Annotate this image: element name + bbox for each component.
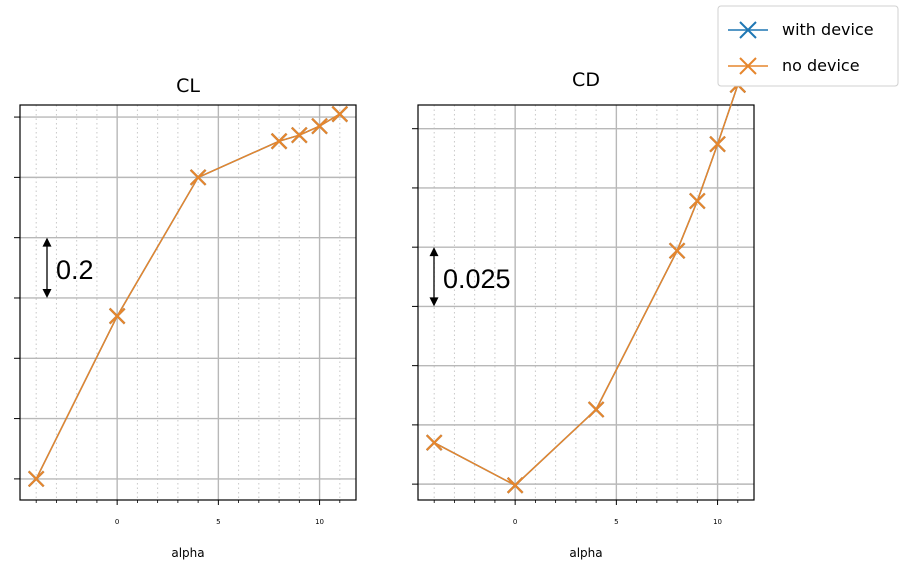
cd-annotation-arrowhead-top bbox=[429, 247, 439, 257]
legend-entry-with-device: with device bbox=[728, 20, 874, 39]
legend-with-device-label: with device bbox=[782, 20, 874, 39]
cl-series-line bbox=[35, 113, 341, 480]
cl-annotation-label: 0.2 bbox=[56, 255, 94, 285]
cl-x-tick-label: 0 bbox=[115, 518, 119, 526]
cl-annotation: 0.2 bbox=[42, 237, 94, 298]
cl-data-point bbox=[331, 105, 349, 123]
cl-series bbox=[27, 105, 349, 488]
cd-data-point bbox=[425, 434, 443, 451]
cl-xlabel: alpha bbox=[171, 546, 204, 560]
legend-no-device-label: no device bbox=[782, 56, 860, 75]
chart-cd: 0 5 10 0.025 CD alpha bbox=[412, 69, 755, 560]
cl-series-line bbox=[35, 113, 341, 480]
cl-data-point bbox=[311, 117, 328, 135]
cd-annotation-arrowhead-bottom bbox=[429, 297, 439, 307]
legend: with device no device bbox=[717, 5, 899, 87]
cl-title: CL bbox=[176, 75, 200, 97]
cd-data-point bbox=[668, 242, 686, 260]
cl-x-tick-label: 10 bbox=[315, 518, 324, 526]
cd-x-tick-label: 5 bbox=[614, 518, 618, 526]
cl-data-point bbox=[291, 126, 308, 144]
legend-entry-no-device: no device bbox=[728, 56, 860, 75]
cd-title: CD bbox=[572, 69, 600, 91]
chart-cl: 0 5 10 0.2 CL alpha bbox=[14, 75, 357, 560]
cd-axes-frame bbox=[417, 104, 755, 501]
cd-xlabel: alpha bbox=[569, 546, 602, 560]
cd-data-point bbox=[689, 192, 706, 210]
cd-x-tick-label: 0 bbox=[513, 518, 517, 526]
cd-annotation-label: 0.025 bbox=[443, 264, 511, 294]
cl-data-point bbox=[108, 307, 126, 325]
cd-ticks: 0 5 10 bbox=[412, 128, 739, 526]
legend-no-device-x-marker bbox=[739, 57, 757, 75]
cd-annotation: 0.025 bbox=[429, 247, 511, 307]
cl-annotation-arrowhead-top bbox=[42, 237, 52, 247]
cl-data-point bbox=[270, 132, 288, 150]
cd-data-point bbox=[709, 135, 726, 153]
legend-with-device-x-marker bbox=[739, 21, 757, 39]
cd-grid bbox=[418, 105, 754, 500]
cl-ticks: 0 5 10 bbox=[14, 116, 341, 526]
cl-axes-frame bbox=[19, 104, 357, 501]
cl-grid bbox=[20, 105, 356, 500]
cd-data-point bbox=[506, 477, 524, 494]
cd-x-tick-label: 10 bbox=[713, 518, 722, 526]
cd-series bbox=[425, 76, 747, 494]
cl-annotation-arrowhead-bottom bbox=[42, 288, 52, 298]
cl-data-point bbox=[189, 169, 207, 186]
cd-data-point bbox=[587, 401, 605, 418]
cl-x-tick-label: 5 bbox=[216, 518, 220, 526]
cl-data-point bbox=[27, 470, 45, 488]
